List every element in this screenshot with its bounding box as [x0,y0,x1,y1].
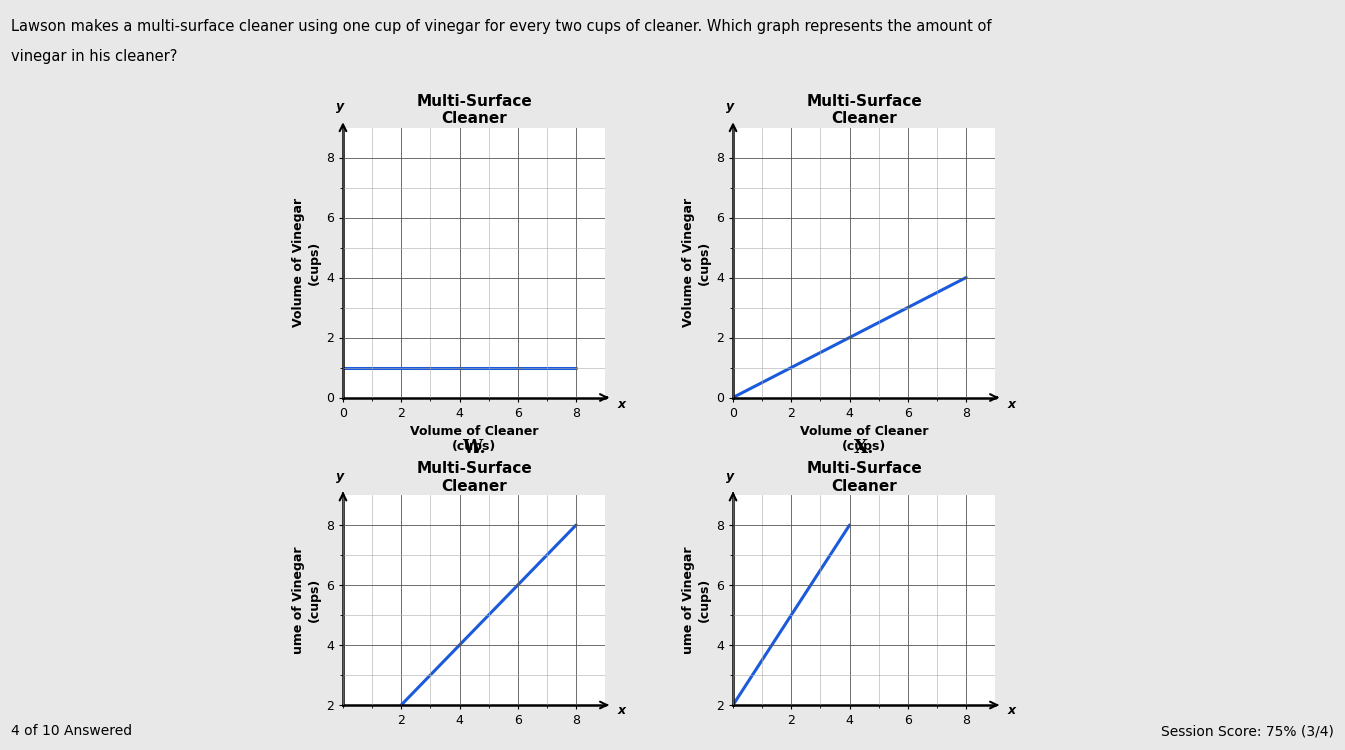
Text: x: x [1007,398,1015,411]
Text: y: y [336,100,344,112]
Y-axis label: Volume of Vinegar
(cups): Volume of Vinegar (cups) [682,198,710,327]
Text: W.: W. [463,439,486,457]
Text: x: x [617,398,625,411]
Text: Lawson makes a multi-surface cleaner using one cup of vinegar for every two cups: Lawson makes a multi-surface cleaner usi… [11,19,991,34]
Text: y: y [726,100,734,112]
X-axis label: Volume of Cleaner
(cups): Volume of Cleaner (cups) [410,425,538,453]
Text: 4 of 10 Answered: 4 of 10 Answered [11,724,132,738]
Title: Multi-Surface
Cleaner: Multi-Surface Cleaner [416,461,533,494]
Title: Multi-Surface
Cleaner: Multi-Surface Cleaner [806,461,923,494]
Y-axis label: Volume of Vinegar
(cups): Volume of Vinegar (cups) [292,198,320,327]
Text: x: x [1007,704,1015,717]
Title: Multi-Surface
Cleaner: Multi-Surface Cleaner [806,94,923,126]
Text: Session Score: 75% (3/4): Session Score: 75% (3/4) [1161,724,1334,738]
Title: Multi-Surface
Cleaner: Multi-Surface Cleaner [416,94,533,126]
Text: x: x [617,704,625,717]
Y-axis label: ume of Vinegar
(cups): ume of Vinegar (cups) [292,546,320,654]
Text: vinegar in his cleaner?: vinegar in his cleaner? [11,49,178,64]
Text: y: y [336,470,344,484]
Text: y: y [726,470,734,484]
X-axis label: Volume of Cleaner
(cups): Volume of Cleaner (cups) [800,425,928,453]
Y-axis label: ume of Vinegar
(cups): ume of Vinegar (cups) [682,546,710,654]
Text: X.: X. [854,439,874,457]
